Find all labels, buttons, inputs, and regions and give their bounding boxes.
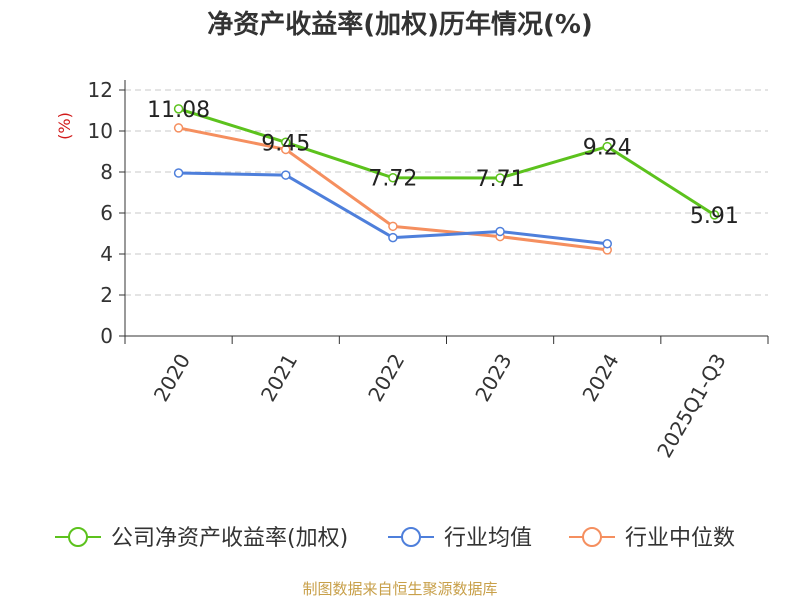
data-label: 9.24 (583, 136, 632, 161)
y-axis-label: (%) (55, 112, 74, 140)
legend-marker (68, 527, 88, 547)
data-point (173, 104, 184, 114)
legend-marker (401, 527, 421, 547)
data-point (281, 170, 291, 180)
y-tick-label: 8 (100, 160, 113, 184)
x-tick-label: 2024 (577, 350, 623, 406)
legend-label: 行业中位数 (625, 526, 735, 551)
axes: 0 2 4 6 8 10 12 2020 2021 2022 2023 2024 2025Q1-Q3 (%… (55, 78, 769, 462)
legend-label: 行业均值 (444, 526, 532, 551)
legend-label: 公司净资产收益率(加权) (111, 526, 348, 551)
data-point (602, 239, 612, 249)
legend: 公司净资产收益率(加权) 行业均值 行业中位数 (55, 526, 735, 551)
y-tick-label: 4 (100, 242, 113, 266)
x-tick-label: 2021 (256, 350, 302, 406)
data-point (495, 226, 505, 237)
x-tick-label: 2023 (470, 350, 516, 406)
data-point (173, 123, 184, 133)
data-label: 11.08 (147, 98, 210, 123)
data-point (709, 210, 720, 220)
data-label: 7.71 (476, 167, 525, 192)
legend-marker (582, 527, 602, 547)
data-label: 9.45 (261, 131, 310, 156)
data-point (495, 173, 505, 183)
y-tick-label: 12 (88, 78, 113, 102)
y-tick-label: 6 (100, 201, 113, 225)
y-tick-label: 2 (100, 283, 113, 307)
data-point (388, 172, 398, 183)
x-tick-label: 2022 (363, 350, 409, 406)
data-label: 7.72 (368, 167, 417, 192)
y-tick-label: 10 (88, 119, 113, 143)
y-tick-label: 0 (100, 324, 113, 348)
x-tick-label: 2020 (149, 350, 195, 406)
data-point (281, 137, 291, 148)
data-point (388, 232, 398, 243)
data-point (602, 141, 612, 152)
chart-title: 净资产收益率(加权)历年情况(%) (207, 10, 593, 40)
data-point (173, 168, 184, 178)
series-line (178, 107, 716, 217)
data-point (388, 221, 398, 232)
source-note: 制图数据来自恒生聚源数据库 (302, 580, 498, 598)
gridlines (125, 89, 768, 296)
data-labels: 11.08 9.45 7.72 7.71 9.24 5.91 (147, 98, 739, 229)
data-label: 5.91 (690, 204, 739, 229)
x-tick-label: 2025Q1-Q3 (652, 350, 731, 462)
series (173, 104, 720, 255)
